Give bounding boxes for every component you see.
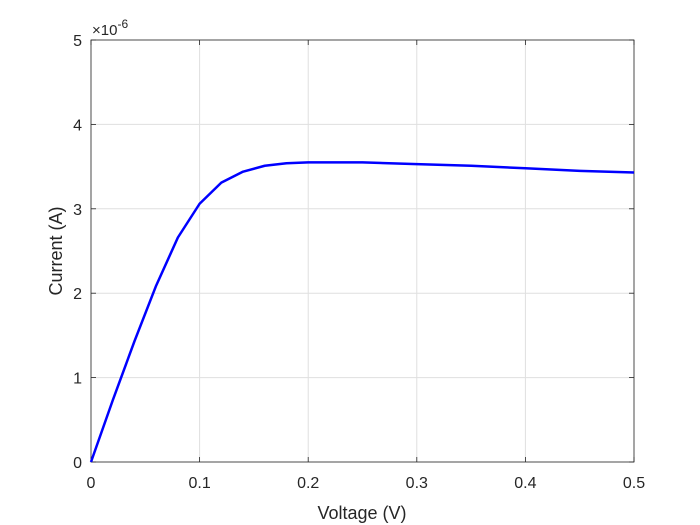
plot-area [91,40,634,462]
y-tick-label: 4 [73,117,82,134]
x-tick-label: 0 [87,475,96,492]
grid-lines [90,39,635,463]
x-axis-title: Voltage (V) [317,503,406,523]
y-tick-label: 5 [73,33,82,50]
y-axis-title: Current (A) [46,206,66,295]
series-line [89,161,635,463]
x-tick-label: 0.3 [406,475,428,492]
x-tick-label: 0.2 [297,475,319,492]
y-tick-label: 2 [73,286,82,303]
y-tick-label: 1 [73,371,82,388]
y-tick-label: 0 [73,455,82,472]
x-tick-label: 0.5 [623,475,645,492]
y-axis-ticks: 0 1 2 3 4 5 [73,33,634,472]
x-tick-label: 0.1 [188,475,210,492]
axes-box [90,39,635,463]
x-tick-label: 0.4 [514,475,536,492]
y-exponent-power: -6 [117,17,128,31]
y-tick-label: 3 [73,202,82,219]
y-exponent-label: ×10-6 [92,17,128,39]
x-axis-ticks: 0 0.1 0.2 0.3 0.4 0.5 [87,40,645,492]
